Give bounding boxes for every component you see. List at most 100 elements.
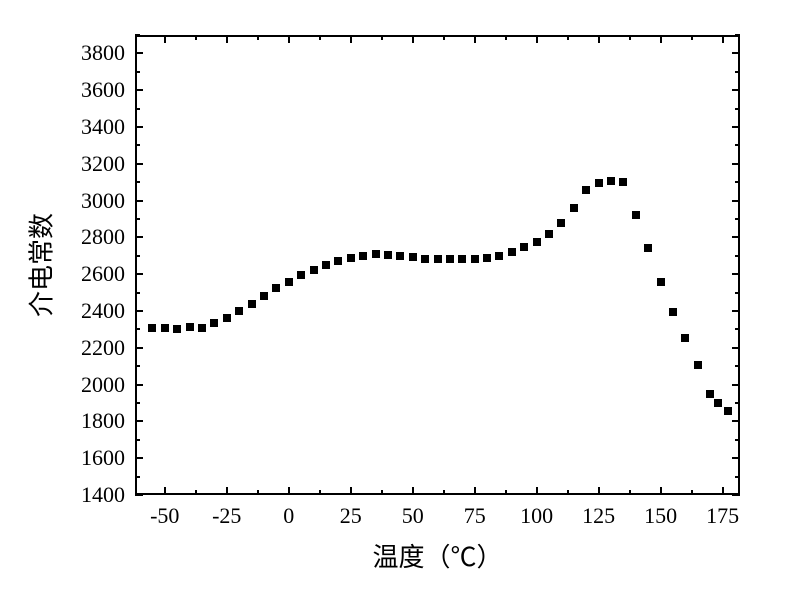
x-tick-label: -50 [150,503,179,529]
x-tick-label: 50 [402,503,424,529]
data-point [297,271,305,279]
data-point [619,178,627,186]
y-tick-major [732,347,740,349]
y-axis-label: 介电常数 [22,213,59,317]
data-point [724,407,732,415]
y-tick-minor [735,144,740,146]
y-tick-minor [735,255,740,257]
y-tick-minor [735,292,740,294]
y-tick-minor [735,402,740,404]
data-point [272,284,280,292]
y-tick-major [135,163,143,165]
data-point [260,292,268,300]
x-tick-major [226,35,228,43]
data-point [570,204,578,212]
y-tick-major [135,52,143,54]
data-point [714,399,722,407]
y-tick-major [732,200,740,202]
x-axis-label: 温度（℃） [372,537,502,574]
data-point [161,324,169,332]
x-tick-major [722,35,724,43]
y-tick-minor [735,34,740,36]
y-tick-major [135,494,143,496]
data-point [434,255,442,263]
x-tick-major [226,487,228,495]
y-tick-label: 3800 [81,40,125,66]
x-tick-major [350,35,352,43]
y-tick-major [732,52,740,54]
y-tick-label: 2400 [81,298,125,324]
y-tick-minor [135,439,140,441]
y-tick-label: 1800 [81,408,125,434]
data-point [595,179,603,187]
y-tick-label: 3400 [81,114,125,140]
x-tick-minor [443,35,445,40]
x-tick-major [288,35,290,43]
y-tick-major [135,384,143,386]
data-point [210,319,218,327]
y-tick-label: 2600 [81,261,125,287]
data-point [173,325,181,333]
y-tick-major [732,420,740,422]
x-tick-minor [443,490,445,495]
x-tick-major [474,35,476,43]
y-tick-label: 2000 [81,372,125,398]
chart-container: 温度（℃） 介电常数 -50-2502550751001251501751400… [0,0,800,603]
data-point [644,244,652,252]
x-tick-label: 75 [464,503,486,529]
data-point [458,255,466,263]
data-point [582,186,590,194]
data-point [508,248,516,256]
data-point [396,252,404,260]
x-tick-major [350,487,352,495]
y-tick-minor [735,108,740,110]
data-point [607,177,615,185]
y-tick-minor [135,476,140,478]
x-tick-minor [319,35,321,40]
x-tick-major [722,487,724,495]
x-tick-major [660,35,662,43]
x-tick-minor [629,35,631,40]
x-tick-major [598,487,600,495]
data-point [471,255,479,263]
y-tick-label: 2800 [81,224,125,250]
y-tick-minor [735,218,740,220]
x-tick-minor [505,490,507,495]
data-point [148,324,156,332]
x-tick-minor [257,35,259,40]
y-tick-major [135,126,143,128]
data-point [520,243,528,251]
data-point [657,278,665,286]
data-point [334,257,342,265]
x-tick-major [660,487,662,495]
y-tick-label: 2200 [81,335,125,361]
y-tick-major [135,273,143,275]
x-tick-label: -25 [212,503,241,529]
x-tick-major [412,35,414,43]
data-point [235,307,243,315]
data-point [347,254,355,262]
x-tick-label: 150 [644,503,677,529]
y-tick-major [732,163,740,165]
x-tick-label: 125 [582,503,615,529]
data-point [446,255,454,263]
y-tick-minor [735,365,740,367]
y-tick-major [732,457,740,459]
data-point [372,250,380,258]
y-tick-minor [135,71,140,73]
y-tick-major [732,310,740,312]
x-tick-minor [505,35,507,40]
y-tick-major [135,236,143,238]
data-point [198,324,206,332]
x-tick-major [536,487,538,495]
data-point [310,266,318,274]
y-tick-label: 3600 [81,77,125,103]
y-tick-major [732,384,740,386]
data-point [322,261,330,269]
data-point [186,323,194,331]
x-tick-label: 25 [340,503,362,529]
data-point [248,300,256,308]
y-tick-minor [735,181,740,183]
y-tick-major [732,494,740,496]
data-point [359,252,367,260]
